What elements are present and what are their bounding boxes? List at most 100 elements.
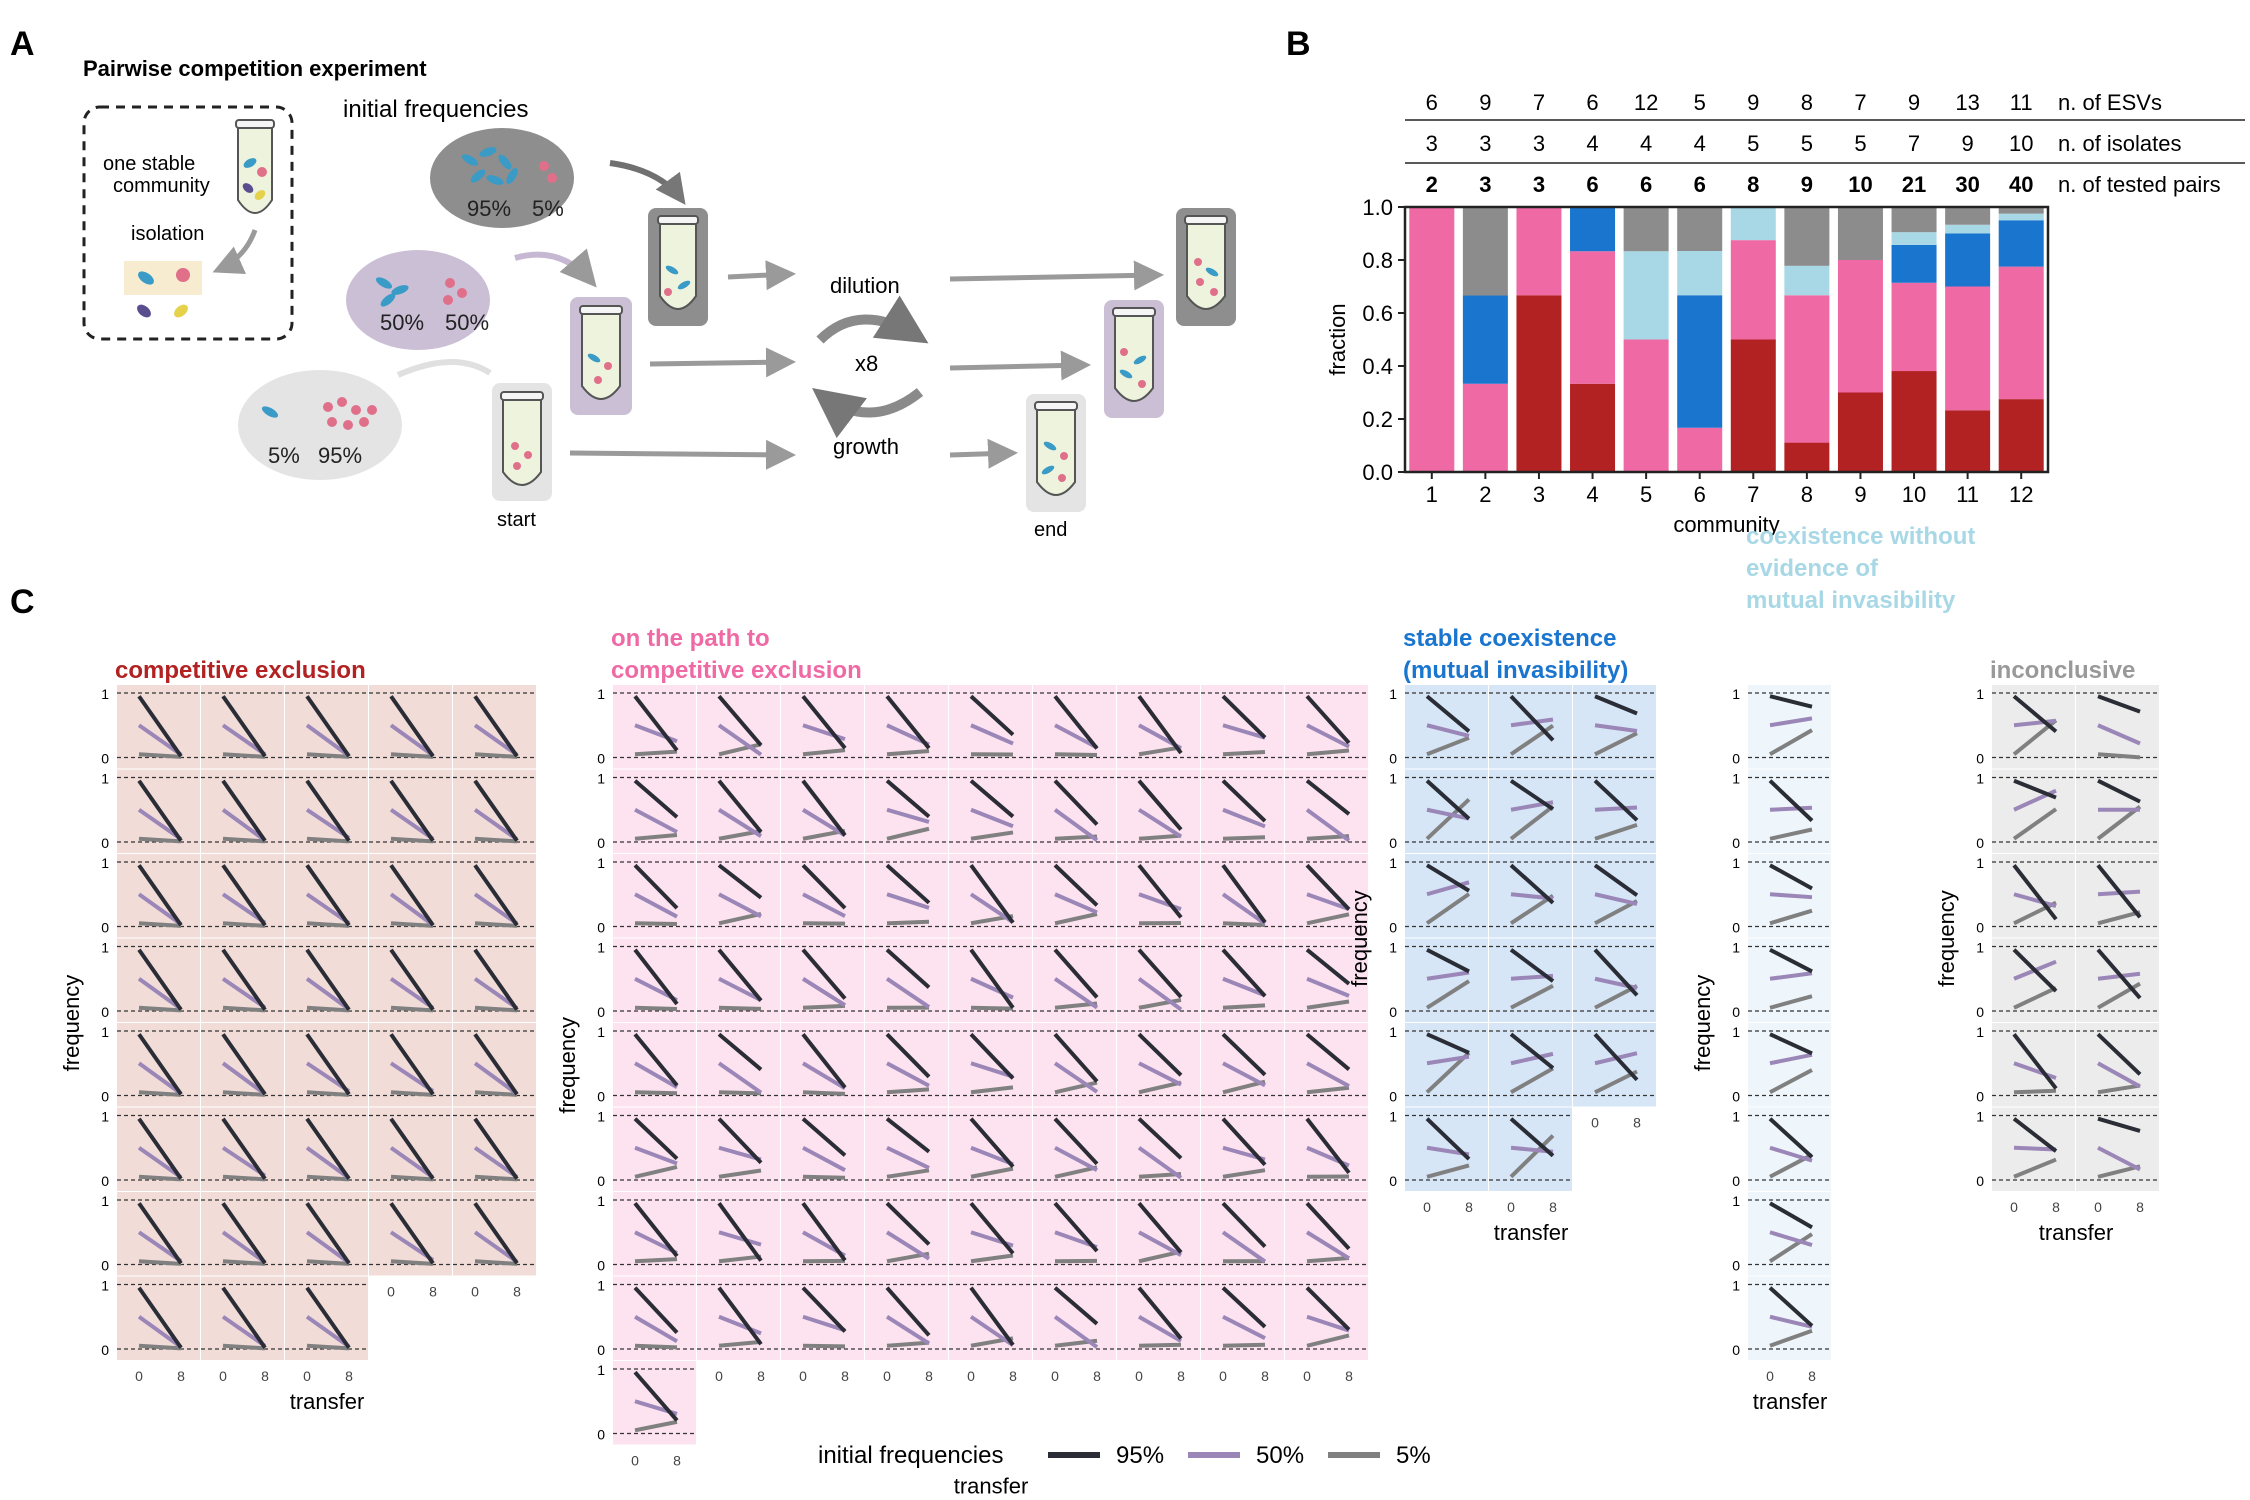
trajectory-5pct [718,1090,762,1096]
trajectory-95pct [1769,947,1813,974]
y-axis-title: frequency [555,1017,580,1114]
trajectory-50pct [1138,1230,1182,1257]
trajectory-50pct [1594,723,1638,734]
trajectory-95pct [305,1202,351,1265]
trajectory-95pct [1509,694,1555,742]
trajectory-5pct [2097,910,2141,926]
trajectory-95pct [801,694,847,750]
y-tick-label: 0 [597,751,605,767]
end-label: end [1034,519,1067,541]
y-tick-label: 0 [1389,1004,1397,1020]
trajectory-5pct [1509,804,1555,841]
oval-5-95: 5% 95% [238,370,402,480]
trajectory-95pct [137,1286,183,1349]
oval-3-left-pct: 5% [268,443,300,468]
trajectory-50pct [969,892,1015,924]
trajectory-95pct [1305,863,1351,911]
trajectory-5pct [1306,999,1350,1010]
trajectory-5pct [886,826,930,841]
oval-1-left-pct: 95% [467,196,511,221]
trajectory-95pct [1509,1117,1555,1158]
trajectory-95pct [633,863,679,910]
trajectory-95pct [389,695,435,758]
facet-background [1405,854,1488,938]
table-cell: 3 [1533,131,1545,156]
y-tick-label: 1 [597,1193,605,1209]
facet-background [1992,1023,2075,1107]
y-tick-label: 0 [1732,835,1740,851]
trajectory-95pct [1425,1117,1471,1161]
trajectory-95pct [2012,694,2058,734]
category-title: (mutual invasibility) [1403,657,1628,684]
trajectory-95pct [1137,695,1183,755]
facet-background [697,1192,780,1276]
trajectory-95pct [1768,779,1814,823]
isolate-yellow-icon [174,304,188,318]
trajectory-95pct [717,863,763,900]
y-tick-label: 0 [101,920,109,936]
facet-background [1201,1276,1284,1360]
trajectory-95pct [2096,863,2142,919]
trajectory-50pct [801,808,847,838]
x-tick-label: 8 [925,1368,933,1384]
x-axis-title: transfer [290,1389,365,1414]
dilution-label: dilution [830,273,900,298]
trajectory-50pct [2013,718,2057,728]
x-axis-title: transfer [2039,1220,2114,1245]
trajectory-95pct [1221,948,1267,998]
trajectory-95pct [969,694,1015,737]
trajectory-5pct [390,1259,434,1266]
trajectory-50pct [2097,723,2141,746]
y-tick-label: 1 [101,940,109,956]
trajectory-5pct [1054,1080,1098,1095]
trajectory-50pct [886,1061,930,1088]
y-tick-label: 1 [1976,1024,1984,1040]
trajectory-95pct [801,779,847,837]
y-tick-label: 1 [1389,771,1397,787]
trajectory-95pct [801,1032,847,1089]
x-tick-label: 8 [513,1284,521,1300]
trajectory-50pct [2013,892,2057,908]
trajectory-5pct [1306,748,1350,757]
facet-background [1033,1276,1116,1360]
trajectory-50pct [1222,807,1266,829]
trajectory-50pct [717,808,763,838]
y-tick-label: 0 [597,1258,605,1274]
panel-b-table: 6 9 7 6 12 5 9 8 7 9 13 11 n. of ESVs 3 3 3 4 4 4 5 5 5 7 9 10 n.… [1405,90,2245,197]
panel-b-chart: 0.00.20.40.60.81.01 2 3 4 5 6 7 8 9 10 11 12communi… [1325,195,2050,537]
trajectory-95pct [1053,1286,1099,1326]
x-tick-label: 10 [1902,482,1926,507]
y-tick-label: 1 [101,771,109,787]
trajectory-50pct [221,1230,267,1264]
trajectory-50pct [634,807,678,834]
facet-background [1117,1107,1200,1191]
trajectory-5pct [222,1343,266,1351]
start-arrow-3 [569,439,796,470]
trajectory-50pct [885,1315,931,1346]
trajectory-5pct [306,1343,350,1351]
trajectory-5pct [970,1005,1014,1011]
trajectory-50pct [1138,1061,1182,1087]
bar-segment [1998,207,2044,214]
table-cell: 13 [1955,90,1979,115]
trajectory-5pct [222,752,266,759]
facet-background [1117,938,1200,1022]
start-label: start [497,509,536,531]
facet-background [1748,1192,1831,1276]
trajectory-5pct [1306,1085,1350,1095]
trajectory-50pct [137,1315,183,1349]
x-tick-label: 0 [1219,1368,1227,1384]
bar-segment [1623,251,1669,340]
trajectory-5pct [1594,899,1638,926]
trajectory-95pct [1305,948,1351,986]
table-cell: 4 [1586,131,1598,156]
table-cell: 7 [1533,90,1545,115]
trajectory-50pct [305,1315,351,1349]
trajectory-5pct [306,1005,350,1013]
trajectory-95pct [305,864,351,927]
trajectory-95pct [221,1117,267,1180]
trajectory-5pct [474,1259,518,1266]
table-cell: 3 [1533,172,1545,197]
trajectory-50pct [634,892,678,919]
